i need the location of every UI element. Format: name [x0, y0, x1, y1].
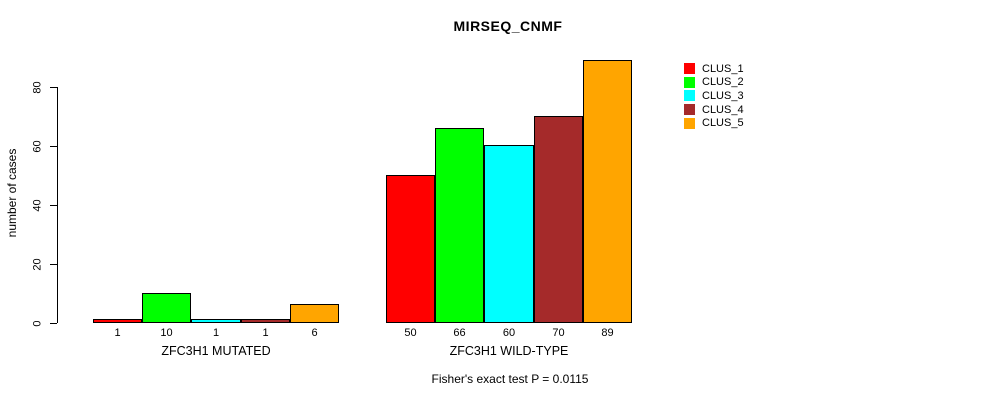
y-tick-mark — [50, 205, 57, 207]
footnote-text: Fisher's exact test P = 0.0115 — [431, 372, 589, 386]
bar-value-label: 1 — [114, 327, 121, 339]
bar-clus_3 — [484, 145, 534, 323]
legend-swatch-icon — [684, 90, 695, 102]
legend-swatch-icon — [684, 117, 695, 129]
bar-value-label: 60 — [502, 327, 516, 339]
legend-label: CLUS_2 — [702, 76, 744, 89]
bar-value-label: 10 — [160, 327, 173, 339]
y-tick-label: 80 — [31, 81, 44, 94]
legend-item-clus_5: CLUS_5 — [684, 116, 744, 130]
y-axis-title: number of cases — [5, 148, 19, 238]
y-tick-label: 40 — [31, 199, 44, 212]
group-label-1: ZFC3H1 WILD-TYPE — [449, 344, 569, 358]
bar-clus_1 — [93, 319, 142, 323]
bar-value-label: 1 — [262, 327, 269, 339]
legend-swatch-icon — [684, 76, 695, 88]
y-tick-mark — [50, 146, 57, 148]
bar-value-label: 50 — [404, 327, 417, 339]
legend: CLUS_1 CLUS_2 CLUS_3 CLUS_4 CLUS_5 — [684, 62, 744, 130]
bar-clus_4 — [241, 319, 290, 323]
bar-clus_5 — [290, 304, 339, 323]
y-tick-label: 60 — [31, 140, 44, 153]
legend-item-clus_3: CLUS_3 — [684, 89, 744, 103]
y-tick-mark — [50, 323, 57, 324]
bar-value-label: 89 — [601, 327, 614, 339]
legend-label: CLUS_1 — [702, 62, 744, 75]
bar-value-label: 1 — [212, 327, 220, 339]
bar-value-label: 66 — [453, 327, 466, 339]
bar-clus_4 — [534, 116, 583, 323]
bar-clus_1 — [386, 175, 435, 323]
y-tick-mark — [50, 264, 57, 266]
chart-title: MIRSEQ_CNMF — [453, 18, 563, 34]
legend-label: CLUS_5 — [702, 117, 744, 130]
legend-label: CLUS_4 — [702, 103, 744, 116]
group-label-0: ZFC3H1 MUTATED — [161, 344, 271, 358]
bar-value-label: 70 — [552, 327, 565, 339]
bar-clus_2 — [435, 128, 484, 323]
y-tick-mark — [50, 87, 57, 89]
bar-clus_5 — [583, 60, 632, 323]
legend-item-clus_2: CLUS_2 — [684, 76, 744, 90]
bar-clus_2 — [142, 293, 191, 323]
bar-value-label: 6 — [311, 327, 318, 339]
legend-item-clus_4: CLUS_4 — [684, 103, 744, 117]
bar-clus_3 — [191, 319, 241, 323]
y-tick-label: 20 — [31, 257, 44, 271]
legend-item-clus_1: CLUS_1 — [684, 62, 744, 76]
legend-swatch-icon — [684, 63, 695, 75]
legend-label: CLUS_3 — [702, 89, 744, 102]
legend-swatch-icon — [684, 104, 695, 116]
y-tick-label: 0 — [31, 319, 44, 327]
y-axis-line — [57, 87, 58, 323]
